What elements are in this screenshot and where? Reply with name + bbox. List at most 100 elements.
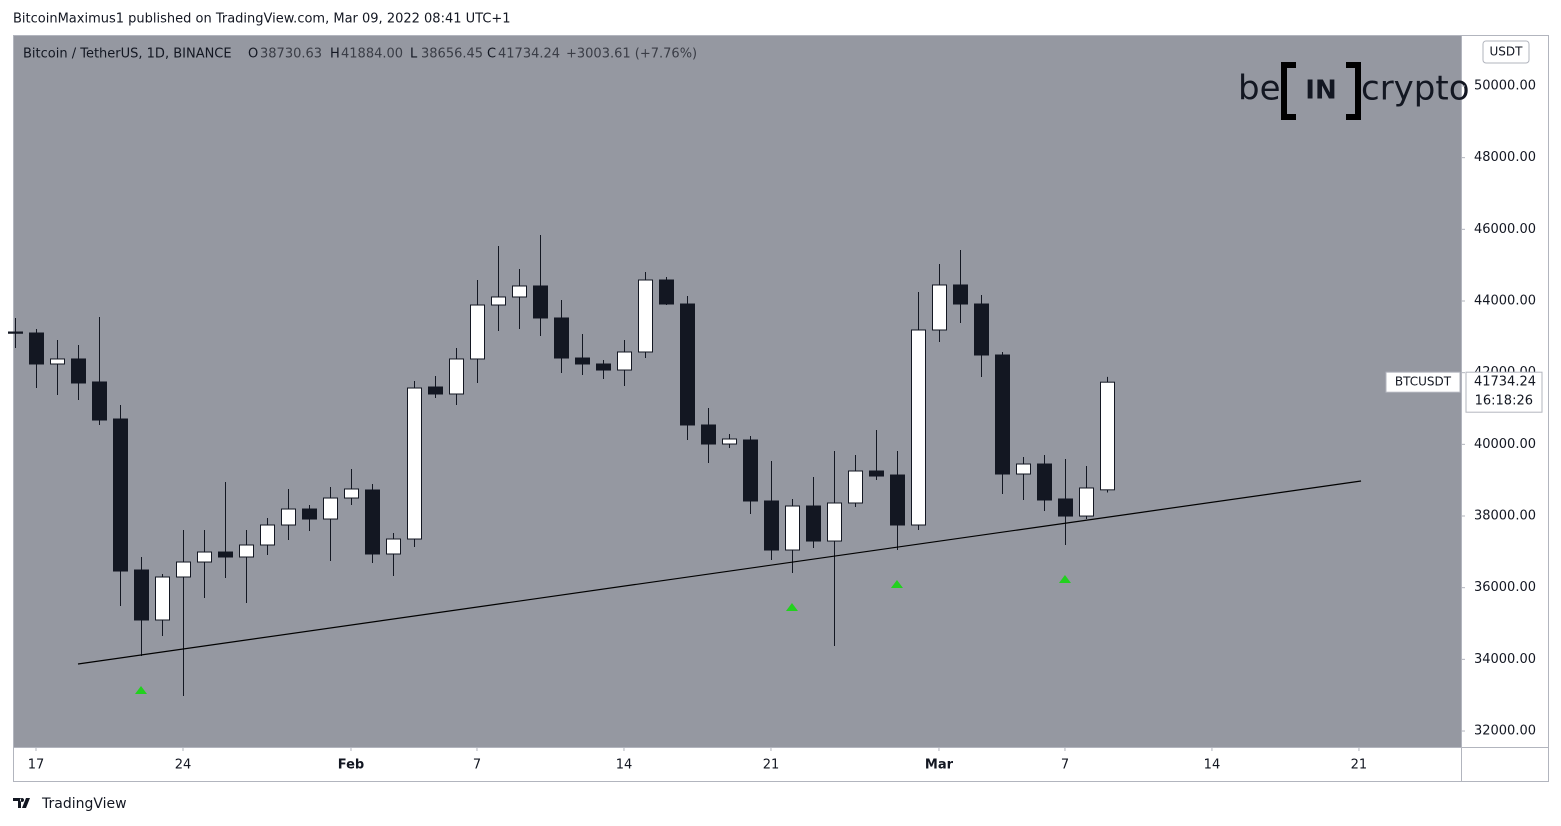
candle-body xyxy=(1079,487,1094,517)
countdown: 16:18:26 xyxy=(1475,394,1533,409)
footer-icon xyxy=(13,798,30,808)
x-tick-label: 14 xyxy=(616,758,633,773)
published-note: BitcoinMaximus1 published on TradingView… xyxy=(13,12,511,27)
candle-body xyxy=(134,569,149,621)
candle-body xyxy=(974,303,989,356)
x-tick-label: 24 xyxy=(175,758,192,773)
candle-body xyxy=(197,551,212,563)
candle-body xyxy=(281,508,296,526)
candle-body xyxy=(596,363,611,371)
candle-body xyxy=(743,439,758,502)
ohlc-label: O xyxy=(248,47,258,62)
candle-body xyxy=(617,351,632,371)
candle-body xyxy=(176,561,191,578)
symbol: Bitcoin / TetherUS, 1D, BINANCE xyxy=(23,47,232,62)
candle-body xyxy=(1058,498,1073,517)
ohlc-value: 38730.63 xyxy=(260,47,322,62)
candle-body xyxy=(512,285,527,298)
candle-body xyxy=(470,304,485,360)
axis-unit: USDT xyxy=(1490,45,1524,59)
ticker-box xyxy=(1385,371,1461,393)
candle-body xyxy=(701,424,716,445)
logo-text: crypto xyxy=(1361,69,1470,109)
x-tick-label: 14 xyxy=(1204,758,1221,773)
ohlc-label: H xyxy=(330,47,340,62)
candle-body xyxy=(827,502,842,542)
candle-body xyxy=(407,387,422,540)
logo: be IN crypto xyxy=(1238,62,1470,120)
candle-body xyxy=(29,332,44,365)
ohlc-value: 41884.00 xyxy=(341,47,403,62)
candle-body xyxy=(386,538,401,555)
candle-body xyxy=(155,576,170,621)
x-tick-label: Mar xyxy=(925,758,954,773)
unit-box xyxy=(1482,40,1530,64)
candle-body xyxy=(323,497,338,520)
x-tick-label: 21 xyxy=(763,758,780,773)
y-tick-label: 46000.00 xyxy=(1474,222,1536,237)
y-tick-label: 32000.00 xyxy=(1474,724,1536,739)
candle-body xyxy=(953,284,968,305)
candle-body xyxy=(806,505,821,542)
candle-body xyxy=(785,505,800,551)
y-tick-label: 34000.00 xyxy=(1474,652,1536,667)
candle-body xyxy=(764,500,779,551)
candle-body xyxy=(869,470,884,477)
x-tick-label: 21 xyxy=(1351,758,1368,773)
y-tick-label: 38000.00 xyxy=(1474,509,1536,524)
candle-body xyxy=(1016,463,1031,475)
candle-body xyxy=(848,470,863,504)
price-box xyxy=(1465,371,1543,413)
frame xyxy=(13,35,1549,782)
change: +3003.61 (+7.76%) xyxy=(566,47,697,62)
ticker: BTCUSDT xyxy=(1395,375,1452,389)
ohlc-label: L xyxy=(410,47,418,62)
candle-body xyxy=(680,303,695,426)
x-tick-label: 7 xyxy=(473,758,481,773)
candle-body xyxy=(344,488,359,499)
candle-body xyxy=(659,279,674,305)
candle-body xyxy=(92,381,107,421)
logo-bracket xyxy=(1281,62,1361,120)
ohlc-label: C xyxy=(487,47,496,62)
candle-body xyxy=(554,317,569,359)
x-tick-label: 7 xyxy=(1061,758,1069,773)
y-tick-label: 44000.00 xyxy=(1474,294,1536,309)
candle-body xyxy=(575,357,590,365)
candle-body xyxy=(911,329,926,526)
candle-body xyxy=(932,284,947,331)
last-price: 41734.24 xyxy=(1474,375,1536,390)
ohlc-value: 41734.24 xyxy=(498,47,560,62)
signal-marker xyxy=(785,603,798,612)
candle-body xyxy=(260,524,275,546)
signal-marker xyxy=(890,580,903,589)
logo-text: be xyxy=(1238,69,1281,109)
candle-body xyxy=(239,544,254,558)
x-tick-label: 17 xyxy=(28,758,45,773)
logo-text: IN xyxy=(1305,76,1336,106)
candle-body xyxy=(50,358,65,365)
signal-marker xyxy=(1058,574,1071,583)
x-tick-label: Feb xyxy=(338,758,364,773)
candle-body xyxy=(533,285,548,319)
candle-body xyxy=(995,354,1010,475)
candle-body xyxy=(113,418,128,572)
candle-body xyxy=(449,358,464,395)
candle-body xyxy=(890,474,905,526)
candle-body xyxy=(218,551,233,558)
candle-body xyxy=(8,331,23,334)
candle-body xyxy=(638,279,653,353)
candle-body xyxy=(722,438,737,445)
y-tick-label: 50000.00 xyxy=(1474,78,1536,93)
footer-text: TradingView xyxy=(41,796,127,812)
footer-logo xyxy=(13,798,30,808)
signal-marker xyxy=(134,686,147,695)
trendline xyxy=(77,480,1362,665)
y-tick-label: 48000.00 xyxy=(1474,150,1536,165)
candle-body xyxy=(71,358,86,384)
candle-body xyxy=(428,386,443,395)
y-tick-label: 40000.00 xyxy=(1474,437,1536,452)
y-tick-label: 36000.00 xyxy=(1474,580,1536,595)
candle-body xyxy=(1037,463,1052,501)
